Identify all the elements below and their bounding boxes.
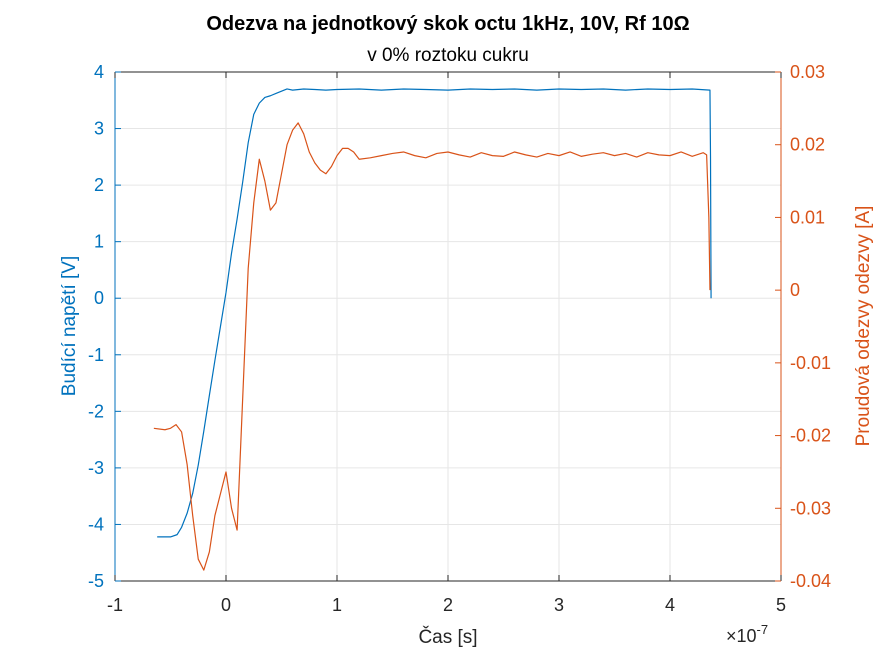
y-left-tick-label: 2 (94, 175, 104, 195)
series-line-left (157, 88, 712, 538)
y-left-tick-label: 1 (94, 232, 104, 252)
y-axis-right-label: Proudová odezvy odezvy [A] (853, 206, 874, 447)
x-tick-label: 1 (332, 595, 342, 615)
x-exponent: ×10-7 (726, 622, 768, 646)
y-left-tick-label: -3 (88, 458, 104, 478)
x-tick-label: 4 (665, 595, 675, 615)
x-tick-label: 0 (221, 595, 231, 615)
x-exponent-power: -7 (757, 622, 769, 637)
x-tick-label: 2 (443, 595, 453, 615)
y-right-tick-label: 0 (790, 280, 800, 300)
y-left-tick-label: -2 (88, 401, 104, 421)
x-tick-label: 3 (554, 595, 564, 615)
y-right-tick-label: -0.03 (790, 498, 831, 518)
y-right-tick-label: 0.02 (790, 135, 825, 155)
x-exponent-base: ×10 (726, 626, 757, 646)
x-axis-label: Čas [s] (418, 626, 477, 648)
y-right-tick-label: -0.02 (790, 426, 831, 446)
y-left-tick-label: 0 (94, 288, 104, 308)
x-tick-label: 5 (776, 595, 786, 615)
y-left-tick-label: -5 (88, 571, 104, 591)
y-left-tick-label: 4 (94, 62, 104, 82)
y-right-tick-label: -0.04 (790, 571, 831, 591)
y-right-tick-label: 0.01 (790, 207, 825, 227)
y-axis-left-label: Budící napětí [V] (59, 256, 80, 396)
chart-subtitle: v 0% roztoku cukru (367, 45, 529, 66)
y-left-tick-label: -4 (88, 514, 104, 534)
chart-title: Odezva na jednotkový skok octu 1kHz, 10V… (206, 13, 689, 35)
x-tick-label: -1 (107, 595, 123, 615)
y-left-tick-label: -1 (88, 345, 104, 365)
series-layer (153, 88, 712, 571)
series-line-right (153, 122, 711, 571)
tick-labels: -1 0 1 2 3 4 5 4 3 2 1 0 -1 -2 -3 -4 -5 0.03 0.02 0.01 0 -0.0… (88, 62, 831, 615)
y-right-tick-label: 0.03 (790, 62, 825, 82)
y-right-tick-label: -0.01 (790, 353, 831, 373)
y-left-tick-label: 3 (94, 119, 104, 139)
axes (114, 71, 782, 582)
